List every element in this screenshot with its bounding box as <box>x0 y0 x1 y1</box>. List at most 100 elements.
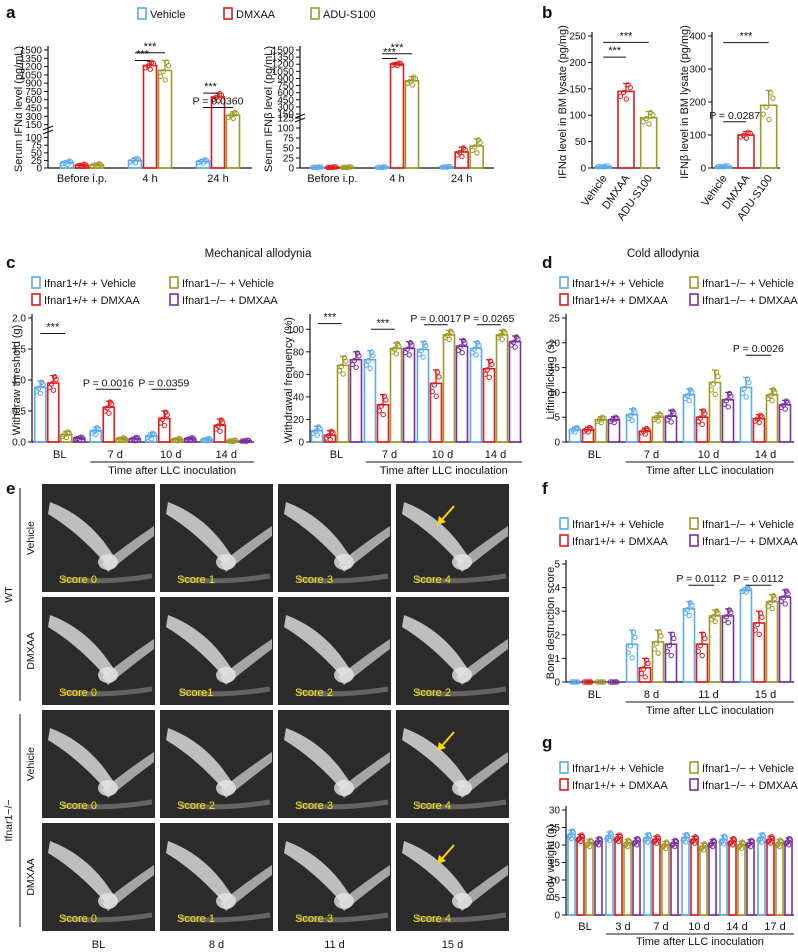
data-point <box>658 412 664 418</box>
data-point <box>570 679 577 685</box>
significance-label: *** <box>204 81 218 93</box>
y-tick-label: 0.0 <box>12 438 26 449</box>
data-point <box>106 410 112 416</box>
data-point <box>699 652 705 659</box>
bar <box>766 838 775 916</box>
data-point <box>96 160 102 167</box>
data-point <box>668 419 674 425</box>
data-point <box>433 393 439 400</box>
legend-c-label: Ifnar1−/− + Vehicle <box>182 278 274 290</box>
bar <box>404 80 420 169</box>
data-point <box>767 599 774 606</box>
bar <box>739 589 753 683</box>
x-tick-label: 10 d <box>688 921 709 933</box>
data-point <box>623 96 630 102</box>
y-tick-label: 900 <box>25 79 42 90</box>
data-point <box>720 841 727 847</box>
data-point <box>770 95 776 101</box>
significance-label: P = 0.0112 <box>676 573 726 585</box>
bar <box>690 838 699 916</box>
data-point <box>585 679 591 685</box>
data-point <box>512 344 518 350</box>
data-point <box>684 392 691 399</box>
y-axis-label: IFNα level in BM lysate (pg/mg) <box>557 25 569 179</box>
data-point <box>759 414 765 420</box>
y-tick-label: 25 <box>549 823 561 834</box>
data-point <box>327 164 334 170</box>
y-tick-label: 0 <box>288 164 294 175</box>
y-tick-label: 600 <box>25 95 42 106</box>
xray-image: Score 0 <box>42 484 155 592</box>
femur-shape <box>402 841 468 903</box>
bar <box>614 837 623 916</box>
fibula-shape <box>61 686 153 697</box>
data-point <box>648 109 654 116</box>
data-point <box>441 164 448 170</box>
data-point <box>758 839 765 845</box>
data-point <box>35 385 42 391</box>
x-tick-label: 7 d <box>108 449 123 461</box>
data-point <box>776 843 783 850</box>
data-point <box>616 832 623 838</box>
bar <box>469 145 484 169</box>
data-point <box>633 842 640 848</box>
data-point <box>204 438 210 444</box>
bar <box>389 63 405 169</box>
y-tick-label: 25 <box>549 314 561 325</box>
y-tick-label: 50 <box>575 137 587 148</box>
data-point <box>312 164 319 170</box>
data-point <box>651 646 657 652</box>
data-point <box>407 340 414 346</box>
bar <box>617 90 635 169</box>
bar <box>664 643 678 683</box>
data-point <box>460 337 467 344</box>
data-point <box>686 612 692 619</box>
xray-score-label: Score1 <box>179 687 214 699</box>
xray-score-label: Score 0 <box>59 913 97 925</box>
bar <box>682 608 696 683</box>
data-point <box>231 437 237 443</box>
data-point <box>612 414 619 420</box>
significance-label: P = 0.0287 <box>709 110 760 122</box>
data-point <box>671 843 678 850</box>
x-tick-label: BL <box>588 689 601 701</box>
significance-label: *** <box>323 312 337 324</box>
y-tick-label: 75 <box>283 134 295 145</box>
data-point <box>738 845 745 852</box>
data-point <box>783 398 790 404</box>
knee-joint <box>216 554 236 570</box>
data-point <box>759 831 766 838</box>
y-tick-label: 1350 <box>20 54 43 65</box>
y-tick-label: 15 <box>549 363 561 374</box>
y-tick-label: 600 <box>277 88 294 99</box>
y-tick-label: 0 <box>580 164 586 175</box>
arrowhead-icon <box>437 855 446 864</box>
knee-joint <box>98 667 118 683</box>
data-point <box>739 390 745 397</box>
data-point <box>726 607 733 613</box>
data-point <box>315 424 322 430</box>
bar <box>699 845 708 916</box>
data-point <box>577 838 584 845</box>
x-tick-label: 10 d <box>160 449 181 461</box>
data-point <box>725 404 731 410</box>
y-tick-label: 5 <box>554 893 560 904</box>
data-point <box>611 419 617 426</box>
data-point <box>65 429 71 435</box>
significance-label: P = 0.0359 <box>138 377 189 389</box>
legend-c-swatch <box>31 276 41 289</box>
knee-joint <box>216 780 236 796</box>
bar <box>625 413 639 443</box>
significance-label: *** <box>383 47 397 59</box>
bar <box>585 842 594 916</box>
y-tick-label: 0 <box>554 911 560 922</box>
y-tick-label: 250 <box>569 32 586 43</box>
data-point <box>244 437 250 443</box>
panel-label-f: f <box>542 479 548 498</box>
data-point <box>645 831 652 838</box>
data-point <box>683 831 690 838</box>
data-point <box>159 416 166 423</box>
data-point <box>747 843 754 850</box>
data-point <box>232 109 238 116</box>
